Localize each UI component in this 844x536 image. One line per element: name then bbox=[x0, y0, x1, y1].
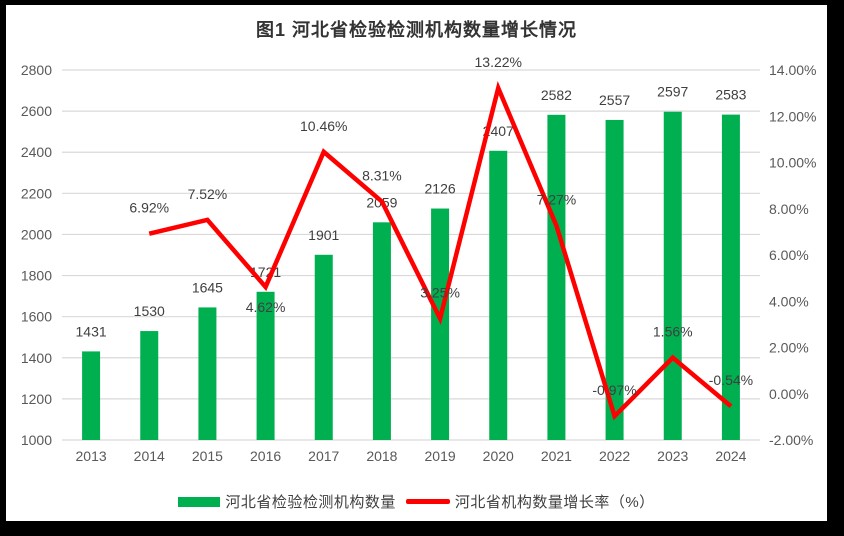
y-axis-left-tick-label: 1600 bbox=[21, 309, 52, 325]
line-point-label: 8.31% bbox=[362, 168, 402, 184]
bar bbox=[721, 114, 740, 440]
line-point-label: 7.27% bbox=[537, 192, 577, 208]
chart-title: 图1 河北省检验检测机构数量增长情况 bbox=[255, 20, 577, 40]
chart-panel: 图1 河北省检验检测机构数量增长情况 1000 1200 1400 1600 1800 2… bbox=[6, 5, 827, 521]
x-axis-label: 2018 bbox=[366, 448, 397, 464]
y-axis-left-tick-label: 2200 bbox=[21, 185, 52, 201]
y-axis-right-tick-label: 12.00% bbox=[769, 108, 816, 124]
x-axis-label: 2014 bbox=[134, 448, 165, 464]
bar bbox=[82, 351, 101, 440]
legend-label-bar-series: 河北省检验检测机构数量 bbox=[225, 494, 396, 511]
bar bbox=[547, 114, 566, 441]
bar-value-label: 1645 bbox=[192, 279, 223, 295]
x-axis-label: 2022 bbox=[599, 448, 630, 464]
y-axis-left-tick-label: 1800 bbox=[21, 268, 52, 284]
growth-line bbox=[148, 80, 733, 421]
y-axis-left-tick-label: 1000 bbox=[21, 432, 52, 448]
line-point-label: 1.56% bbox=[653, 324, 693, 340]
bar-value-label: 1901 bbox=[308, 227, 339, 243]
line-point-label: 3.25% bbox=[420, 285, 460, 301]
bar bbox=[314, 254, 333, 440]
x-axis-label: 2016 bbox=[250, 448, 281, 464]
y-axis-right-tick-label: 8.00% bbox=[769, 201, 809, 217]
bar-series-swatch-icon bbox=[178, 496, 221, 507]
bar-value-label: 2557 bbox=[599, 92, 630, 108]
y-axis-right-tick-label: 0.00% bbox=[769, 386, 809, 402]
bar bbox=[256, 291, 275, 440]
line-point-label: 10.46% bbox=[300, 118, 347, 134]
x-axis-label: 2023 bbox=[657, 448, 688, 464]
chart-legend: 河北省检验检测机构数量 河北省机构数量增长率（%） bbox=[6, 491, 827, 512]
x-axis-label: 2020 bbox=[483, 448, 514, 464]
y-axis-left-tick-label: 2600 bbox=[21, 103, 52, 119]
x-axis-label: 2013 bbox=[76, 448, 107, 464]
y-axis-left-tick-label: 1200 bbox=[21, 391, 52, 407]
bar-value-label: 1431 bbox=[76, 323, 107, 339]
x-axis-label: 2024 bbox=[715, 448, 746, 464]
y-axis-left-tick-label: 2400 bbox=[21, 144, 52, 160]
y-axis-right-tick-label: 14.00% bbox=[769, 62, 816, 78]
y-axis-right-tick-label: 10.00% bbox=[769, 155, 816, 171]
chart-plot: 1000 1200 1400 1600 1800 2000 2200 2400 2600 2800… bbox=[21, 54, 817, 464]
bar bbox=[372, 222, 391, 440]
y-axis-left-tick-label: 2800 bbox=[21, 62, 52, 78]
line-point-label: -0.54% bbox=[709, 372, 753, 388]
line-point-label: 13.22% bbox=[475, 54, 522, 70]
legend-item-line-series: 河北省机构数量增长率（%） bbox=[405, 491, 655, 512]
y-axis-left-tick-label: 2000 bbox=[21, 226, 52, 242]
bar-value-label: 1530 bbox=[134, 303, 165, 319]
x-axis-label: 2019 bbox=[425, 448, 456, 464]
y-axis-right-tick-label: 4.00% bbox=[769, 293, 809, 309]
x-axis-label: 2015 bbox=[192, 448, 223, 464]
bar-value-label: 2126 bbox=[425, 181, 456, 197]
y-axis-right-tick-label: 6.00% bbox=[769, 247, 809, 263]
bar-value-label: 2582 bbox=[541, 87, 572, 103]
legend-item-bar-series: 河北省检验检测机构数量 bbox=[178, 491, 396, 512]
line-point-label: 7.52% bbox=[188, 186, 228, 202]
line-point-label: 4.62% bbox=[246, 299, 286, 315]
bar-value-label: 2597 bbox=[657, 84, 688, 100]
bar bbox=[140, 331, 159, 440]
bar bbox=[489, 150, 508, 441]
legend-label-line-series: 河北省机构数量增长率（%） bbox=[454, 494, 655, 511]
y-axis-right-tick-label: -2.00% bbox=[769, 432, 813, 448]
y-axis-right-tick-label: 2.00% bbox=[769, 340, 809, 356]
x-axis-label: 2017 bbox=[308, 448, 339, 464]
bar bbox=[198, 307, 217, 440]
x-axis-label: 2021 bbox=[541, 448, 572, 464]
bar-value-label: 2583 bbox=[715, 87, 746, 103]
bar bbox=[605, 119, 624, 440]
line-series-swatch-icon bbox=[405, 499, 450, 504]
y-axis-left-tick-label: 1400 bbox=[21, 350, 52, 366]
bar bbox=[663, 111, 682, 440]
bar bbox=[431, 208, 450, 440]
line-point-label: 6.92% bbox=[129, 200, 169, 216]
line-point-label: -0.97% bbox=[592, 382, 636, 398]
